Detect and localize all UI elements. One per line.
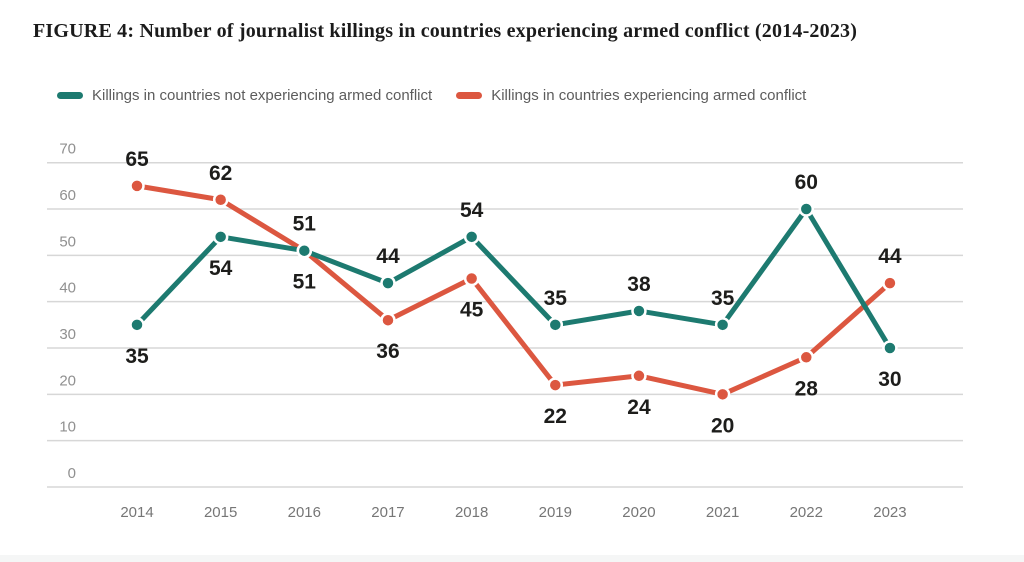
- data-point-orange: [129, 178, 145, 194]
- y-tick-label: 0: [68, 465, 76, 482]
- data-point-teal: [380, 275, 396, 291]
- x-tick-label: 2023: [873, 504, 906, 521]
- data-point-teal: [463, 229, 480, 245]
- data-label-orange: 44: [878, 245, 902, 268]
- data-label-teal: 30: [878, 368, 901, 391]
- data-label-teal: 38: [627, 273, 651, 296]
- data-label-teal: 35: [125, 345, 149, 368]
- data-point-teal: [714, 317, 731, 333]
- data-label-orange: 51: [293, 213, 317, 236]
- x-tick-label: 2015: [204, 504, 237, 521]
- data-point-orange: [882, 275, 898, 291]
- legend-item-conflict: Killings in countries experiencing armed…: [456, 87, 806, 104]
- legend-item-not-conflict: Killings in countries not experiencing a…: [57, 87, 432, 104]
- x-tick-label: 2018: [455, 504, 488, 521]
- x-tick-label: 2017: [371, 504, 404, 521]
- series-line-teal: [134, 206, 893, 351]
- y-tick-label: 60: [59, 187, 76, 204]
- x-tick-label: 2016: [288, 504, 321, 521]
- x-tick-label: 2022: [790, 504, 823, 521]
- data-label-teal: 44: [376, 245, 400, 268]
- data-point-orange: [798, 349, 815, 366]
- y-tick-label: 30: [59, 326, 76, 343]
- data-label-orange: 28: [795, 377, 819, 400]
- x-tick-label: 2014: [120, 504, 153, 521]
- data-label-orange: 22: [544, 405, 567, 428]
- data-point-orange: [714, 386, 731, 403]
- data-label-orange: 20: [711, 414, 734, 437]
- legend-swatch-teal: [57, 92, 83, 99]
- legend-swatch-orange: [456, 92, 483, 99]
- y-tick-label: 50: [59, 233, 76, 250]
- data-label-teal: 51: [293, 271, 317, 294]
- data-point-teal: [212, 229, 229, 245]
- data-point-orange: [380, 312, 396, 328]
- data-point-orange: [212, 192, 229, 208]
- data-point-orange: [631, 368, 647, 384]
- data-point-teal: [631, 303, 647, 319]
- data-label-teal: 35: [711, 287, 735, 310]
- y-tick-label: 70: [59, 141, 76, 158]
- data-label-orange: 45: [460, 299, 484, 322]
- data-point-teal: [129, 317, 145, 333]
- x-tick-label: 2020: [622, 504, 655, 521]
- data-label-teal: 60: [795, 171, 818, 194]
- x-tick-label: 2021: [706, 504, 739, 521]
- chart-legend: Killings in countries not experiencing a…: [57, 87, 806, 104]
- data-label-orange: 65: [125, 148, 149, 171]
- data-label-orange: 24: [627, 396, 651, 419]
- data-point-teal: [296, 242, 313, 259]
- data-label-teal: 35: [544, 287, 568, 310]
- data-label-teal: 54: [209, 257, 233, 280]
- data-point-teal: [547, 317, 564, 333]
- series-line-orange: [134, 183, 893, 397]
- legend-label-not-conflict: Killings in countries not experiencing a…: [92, 87, 433, 104]
- data-label-teal: 54: [460, 199, 484, 222]
- bottom-strip: [0, 555, 1024, 562]
- x-tick-label: 2019: [539, 504, 572, 521]
- y-tick-label: 40: [59, 280, 76, 297]
- data-label-orange: 36: [376, 340, 399, 363]
- data-point-teal: [882, 340, 898, 356]
- y-tick-label: 10: [59, 419, 76, 436]
- figure-title: FIGURE 4: Number of journalist killings …: [33, 20, 858, 42]
- data-point-orange: [463, 270, 480, 287]
- y-tick-label: 20: [59, 372, 76, 389]
- data-label-orange: 62: [209, 162, 232, 185]
- legend-label-conflict: Killings in countries experiencing armed…: [491, 87, 807, 104]
- data-point-orange: [547, 377, 564, 393]
- data-point-teal: [798, 201, 815, 217]
